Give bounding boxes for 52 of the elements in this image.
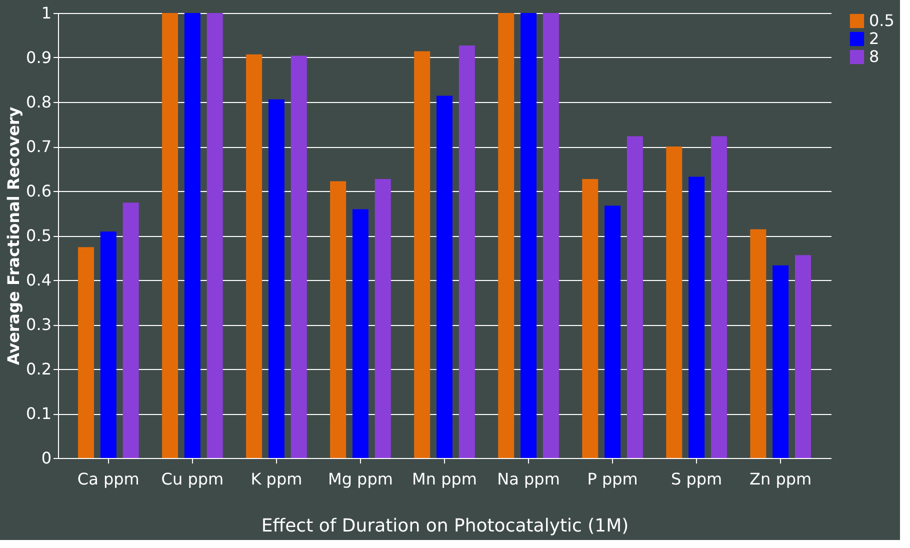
y-tick-label: 1 (41, 4, 52, 22)
bar (162, 13, 178, 458)
bar (626, 136, 643, 458)
y-tick-label: 0.7 (26, 137, 52, 156)
y-tick-label: 0.8 (26, 92, 52, 112)
bar (414, 51, 430, 458)
x-tick-label: Zn ppm (750, 470, 812, 488)
y-tick-label: 0.6 (26, 182, 52, 200)
x-axis-title: Effect of Duration on Photocatalytic (1M) (261, 516, 629, 536)
x-tick-label: Na ppm (497, 470, 560, 488)
bar (794, 255, 811, 458)
bar (330, 181, 346, 458)
y-tick-label: 0.5 (26, 226, 52, 245)
bar (582, 178, 598, 458)
bar (352, 209, 368, 458)
y-tick-label: 0.2 (26, 360, 52, 378)
x-tick-label: Mg ppm (328, 470, 393, 488)
bar (184, 13, 200, 458)
y-tick-label: 0.3 (26, 315, 52, 334)
legend-label: 0.5 (869, 11, 894, 30)
bar (772, 265, 789, 458)
y-tick-label: 0.9 (26, 48, 52, 67)
bar (604, 206, 621, 458)
x-tick-label: K ppm (250, 470, 302, 488)
y-tick-label: 0.1 (26, 404, 52, 423)
bar (374, 178, 391, 458)
bar (436, 96, 452, 458)
bar (542, 13, 559, 458)
bar (520, 13, 537, 458)
bar (122, 202, 139, 458)
x-tick-label: Cu ppm (161, 470, 224, 488)
legend-label: 2 (869, 29, 880, 48)
bar (290, 56, 307, 458)
bar (710, 136, 727, 458)
bar (100, 231, 116, 458)
x-tick-label: S ppm (670, 470, 722, 488)
bar (246, 54, 262, 458)
y-tick-label: 0 (41, 448, 52, 468)
x-tick-label: Ca ppm (77, 470, 140, 488)
bar (458, 45, 475, 458)
bar (206, 13, 223, 458)
bar (78, 247, 94, 458)
bar (666, 146, 682, 458)
x-tick-label: Mn ppm (412, 470, 477, 488)
bar (268, 99, 284, 458)
y-axis-title: Average Fractional Recovery (4, 106, 24, 366)
x-tick-label: P ppm (587, 470, 638, 488)
legend-label: 8 (869, 47, 880, 66)
bar (750, 229, 766, 458)
y-tick-label: 0.4 (26, 270, 52, 290)
bar (688, 176, 705, 458)
bar (498, 13, 514, 458)
